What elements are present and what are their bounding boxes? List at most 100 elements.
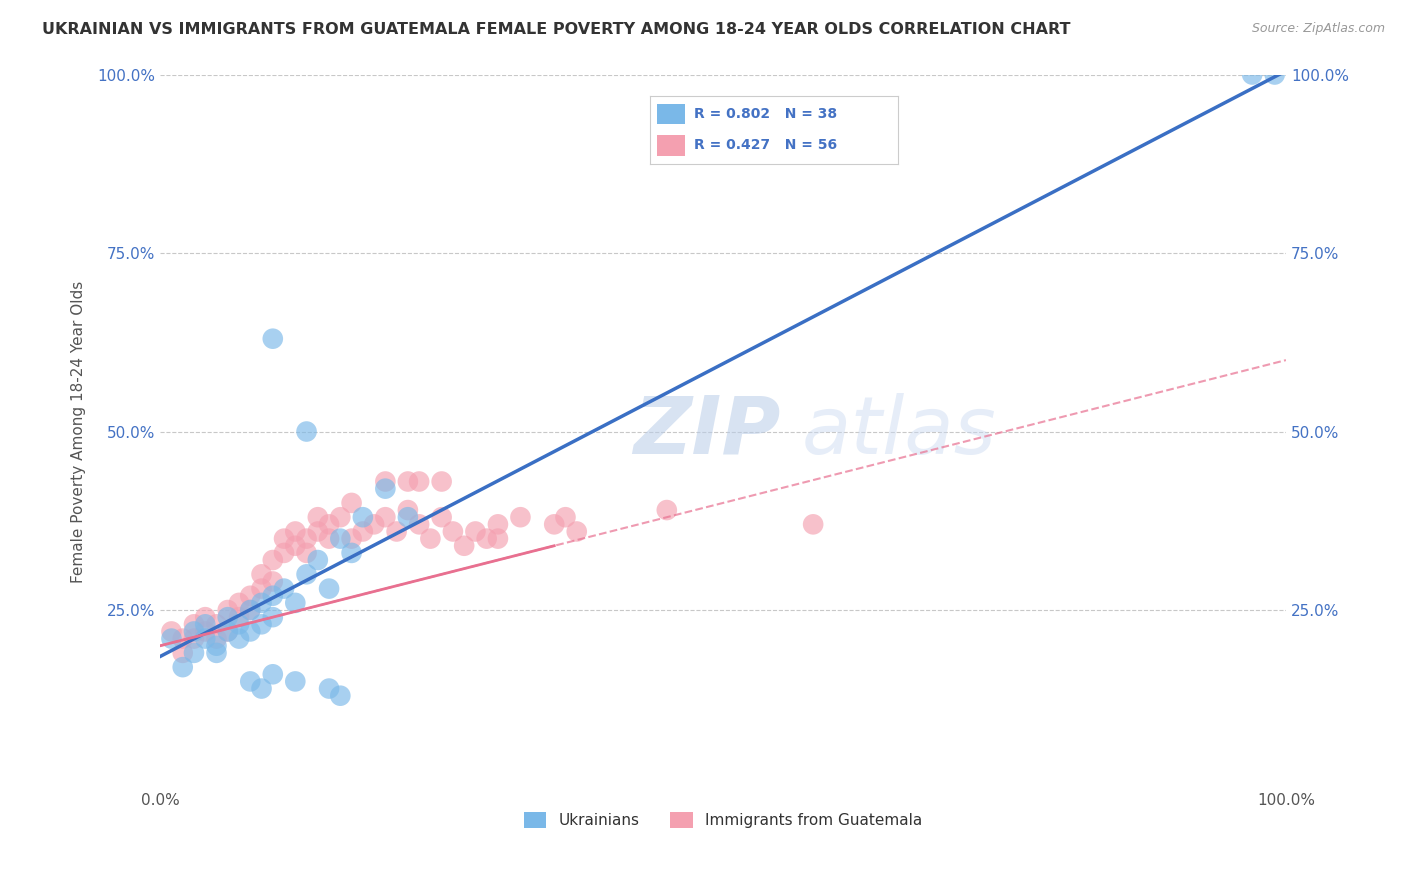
Point (295, 567, 318, 582)
Point (284, 524, 307, 539)
Point (239, 589, 262, 603)
Point (194, 610, 217, 624)
Point (565, 524, 588, 539)
Point (543, 517, 565, 532)
Point (363, 517, 385, 532)
Point (509, 510, 531, 524)
Point (194, 617, 217, 632)
Point (352, 524, 374, 539)
Point (194, 624, 217, 639)
Point (307, 510, 329, 524)
Point (262, 610, 284, 624)
Point (217, 624, 239, 639)
Point (262, 667, 284, 681)
Point (239, 624, 262, 639)
Point (374, 475, 396, 489)
Point (228, 632, 250, 646)
Text: atlas: atlas (801, 392, 997, 470)
Point (385, 524, 408, 539)
Point (318, 517, 340, 532)
Point (250, 596, 273, 610)
Point (1264, 68, 1286, 82)
Point (801, 517, 824, 532)
Point (329, 689, 352, 703)
Point (329, 532, 352, 546)
Point (554, 510, 576, 524)
Point (441, 524, 464, 539)
Point (475, 532, 498, 546)
Point (217, 624, 239, 639)
Point (262, 589, 284, 603)
Point (172, 632, 194, 646)
Text: ZIP: ZIP (633, 392, 780, 470)
Point (374, 510, 396, 524)
Point (160, 632, 183, 646)
Point (205, 646, 228, 660)
Point (250, 681, 273, 696)
Point (1241, 68, 1264, 82)
Point (239, 603, 262, 617)
Point (307, 553, 329, 567)
Point (183, 632, 205, 646)
Point (295, 425, 318, 439)
Point (262, 574, 284, 589)
Point (396, 503, 419, 517)
Point (273, 532, 295, 546)
Point (352, 510, 374, 524)
Point (194, 632, 217, 646)
Point (205, 617, 228, 632)
Point (318, 532, 340, 546)
Point (273, 546, 295, 560)
Y-axis label: Female Poverty Among 18-24 Year Olds: Female Poverty Among 18-24 Year Olds (72, 280, 86, 582)
Point (217, 610, 239, 624)
Point (396, 475, 419, 489)
Point (284, 596, 307, 610)
Point (183, 624, 205, 639)
Point (408, 475, 430, 489)
Point (160, 624, 183, 639)
Point (172, 646, 194, 660)
Point (329, 510, 352, 524)
Point (655, 503, 678, 517)
Point (307, 524, 329, 539)
Point (374, 482, 396, 496)
Point (183, 617, 205, 632)
Point (295, 546, 318, 560)
Point (250, 582, 273, 596)
Point (430, 475, 453, 489)
Legend: Ukrainians, Immigrants from Guatemala: Ukrainians, Immigrants from Guatemala (517, 806, 929, 834)
Point (284, 674, 307, 689)
Text: UKRAINIAN VS IMMIGRANTS FROM GUATEMALA FEMALE POVERTY AMONG 18-24 YEAR OLDS CORR: UKRAINIAN VS IMMIGRANTS FROM GUATEMALA F… (42, 22, 1071, 37)
Point (340, 546, 363, 560)
Point (239, 674, 262, 689)
Point (217, 603, 239, 617)
Point (318, 681, 340, 696)
Point (340, 496, 363, 510)
Point (250, 617, 273, 632)
Point (284, 539, 307, 553)
Point (340, 532, 363, 546)
Point (228, 596, 250, 610)
Point (183, 646, 205, 660)
Point (228, 610, 250, 624)
Point (464, 524, 486, 539)
Point (205, 632, 228, 646)
Point (486, 517, 509, 532)
Point (396, 510, 419, 524)
Point (453, 539, 475, 553)
Point (408, 517, 430, 532)
Point (318, 582, 340, 596)
Text: Source: ZipAtlas.com: Source: ZipAtlas.com (1251, 22, 1385, 36)
Point (430, 510, 453, 524)
Point (172, 660, 194, 674)
Point (239, 603, 262, 617)
Point (228, 617, 250, 632)
Point (205, 639, 228, 653)
Point (250, 567, 273, 582)
Point (419, 532, 441, 546)
Point (295, 532, 318, 546)
Point (262, 553, 284, 567)
Point (262, 332, 284, 346)
Point (273, 582, 295, 596)
Point (486, 532, 509, 546)
